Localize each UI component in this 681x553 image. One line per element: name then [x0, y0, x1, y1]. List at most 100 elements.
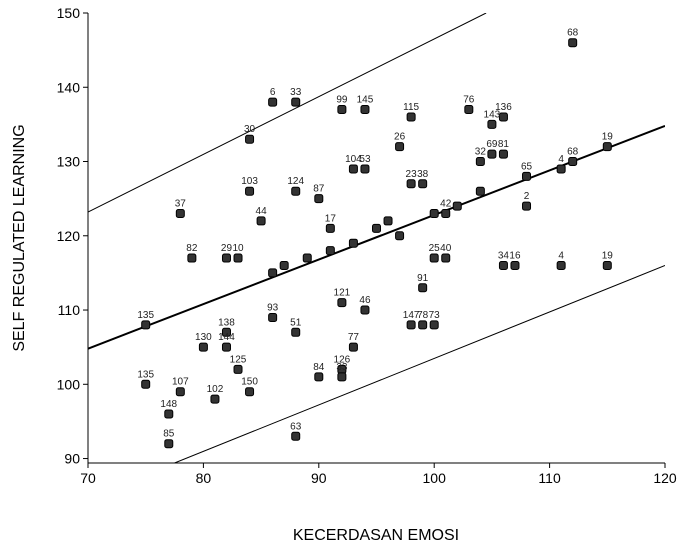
point [406, 179, 416, 189]
point [245, 186, 255, 196]
point [268, 97, 278, 107]
point [141, 320, 151, 330]
point-label: 73 [429, 310, 441, 321]
y-tick-label: 100 [57, 376, 81, 392]
point [510, 260, 520, 270]
point [429, 320, 439, 330]
point [406, 320, 416, 330]
point [348, 238, 358, 248]
point-label: 42 [440, 198, 452, 209]
point-label: 115 [403, 102, 419, 113]
point-label: 30 [244, 124, 256, 135]
point-label: 135 [137, 310, 154, 321]
point-label: 63 [290, 421, 302, 432]
point-label: 138 [218, 317, 235, 328]
point [337, 105, 347, 115]
y-tick-label: 120 [57, 228, 81, 244]
x-tick-label: 120 [653, 470, 677, 486]
point-label: 69 [486, 139, 498, 150]
point-label: 25 [429, 243, 441, 254]
point-label: 51 [290, 317, 302, 328]
point-label: 19 [602, 132, 614, 143]
x-tick-label: 90 [311, 470, 327, 486]
point [348, 164, 358, 174]
point-label: 4 [558, 250, 564, 261]
point [406, 112, 416, 122]
point [245, 134, 255, 144]
point-label: 85 [163, 429, 175, 440]
point-label: 40 [440, 243, 452, 254]
point-label: 32 [475, 147, 487, 158]
point-label: 99 [336, 95, 348, 106]
point [360, 164, 370, 174]
point [337, 372, 347, 382]
y-axis-title: SELF REGULATED LEARNING [11, 124, 28, 351]
point-label: 33 [336, 362, 348, 373]
point [221, 327, 231, 337]
point-label: 125 [230, 354, 247, 365]
point [291, 97, 301, 107]
point [475, 186, 485, 196]
point [141, 379, 151, 389]
point [348, 342, 358, 352]
point [337, 298, 347, 308]
point-label: 103 [241, 176, 258, 187]
point [164, 439, 174, 449]
point [568, 38, 578, 48]
point [429, 208, 439, 218]
point [291, 431, 301, 441]
point [314, 372, 324, 382]
x-tick-label: 100 [423, 470, 447, 486]
point-label: 102 [207, 384, 224, 395]
y-tick-label: 140 [57, 79, 81, 95]
y-tick-label: 150 [57, 5, 81, 21]
point [198, 342, 208, 352]
point-label: 121 [334, 288, 351, 299]
point-label: 53 [359, 154, 371, 165]
y-tick-label: 130 [57, 154, 81, 170]
point-label: 130 [195, 332, 212, 343]
point-label: 84 [313, 362, 325, 373]
point [498, 260, 508, 270]
point-label: 29 [221, 243, 233, 254]
point [522, 171, 532, 181]
point [602, 260, 612, 270]
point [302, 253, 312, 263]
point [210, 394, 220, 404]
point-label: 124 [287, 176, 304, 187]
point [360, 305, 370, 315]
point-label: 76 [463, 95, 475, 106]
point [568, 157, 578, 167]
point [498, 112, 508, 122]
point [429, 253, 439, 263]
point-label: 135 [137, 369, 154, 380]
point [522, 201, 532, 211]
point [221, 342, 231, 352]
point [487, 119, 497, 129]
point [175, 387, 185, 397]
point-label: 145 [357, 95, 374, 106]
point-label: 150 [241, 377, 258, 388]
point-label: 38 [417, 169, 429, 180]
point-label: 81 [498, 139, 510, 150]
x-tick-label: 70 [80, 470, 96, 486]
point [487, 149, 497, 159]
point [464, 105, 474, 115]
point [395, 142, 405, 152]
point [395, 231, 405, 241]
point [556, 260, 566, 270]
point [556, 164, 566, 174]
point [418, 283, 428, 293]
point-label: 144 [218, 332, 235, 343]
point-label: 87 [313, 184, 325, 195]
point-label: 107 [172, 377, 189, 388]
point-label: 37 [175, 198, 187, 209]
point-label: 4 [558, 154, 564, 165]
point-label: 78 [417, 310, 429, 321]
point [221, 253, 231, 263]
point-label: 147 [403, 310, 420, 321]
point-label: 44 [256, 206, 268, 217]
point [233, 364, 243, 374]
point-label: 126 [334, 354, 351, 365]
